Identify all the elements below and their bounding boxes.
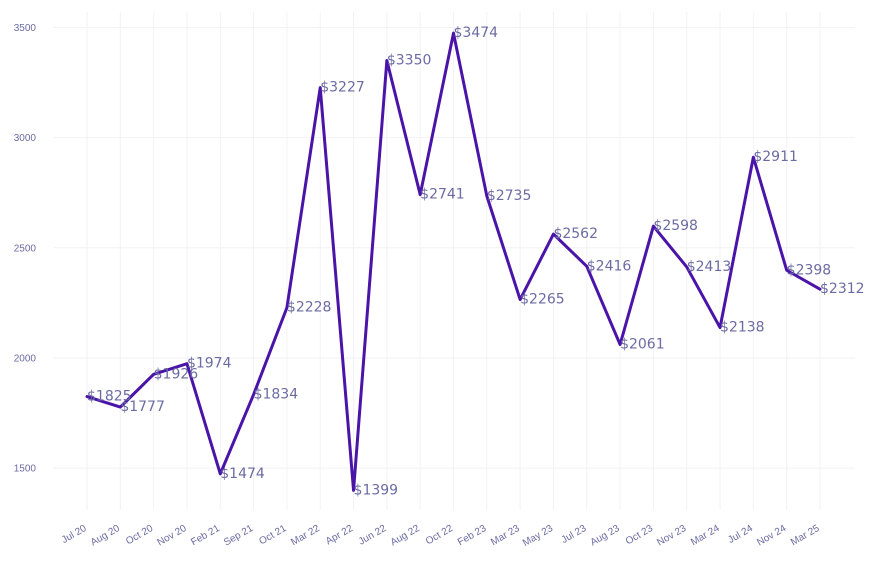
x-tick-label: Jul 24 — [726, 523, 755, 546]
data-label: $2312 — [820, 281, 865, 297]
x-tick-label: Feb 21 — [189, 523, 222, 548]
data-label: $1474 — [220, 466, 265, 482]
x-tick-label: Feb 23 — [456, 523, 489, 548]
data-label: $1825 — [87, 389, 132, 405]
data-label: $2413 — [687, 259, 732, 275]
x-tick-label: Oct 22 — [424, 523, 455, 547]
series-line — [85, 31, 822, 492]
x-tick-label: Aug 23 — [589, 523, 622, 549]
grid-layer — [53, 12, 855, 510]
x-tick-label: Nov 20 — [156, 523, 189, 549]
data-label: $2562 — [553, 226, 598, 242]
data-label: $2911 — [753, 149, 798, 165]
x-tick-label: Aug 22 — [389, 523, 422, 549]
y-tick-label: 1500 — [14, 464, 37, 475]
x-tick-label: Mar 22 — [289, 523, 322, 548]
x-axis-ticks: Jul 20 Aug 20 Oct 20 Nov 20 Feb 21 Sep 21 Oct … — [60, 523, 822, 549]
data-label: $3350 — [387, 52, 432, 68]
x-tick-label: Jul 20 — [60, 523, 89, 546]
data-labels: $1825$1777 $1926$1974 $1474 $1834 $2228 $3227… — [87, 25, 865, 498]
data-label: $2741 — [420, 187, 465, 203]
y-tick-label: 3000 — [14, 133, 37, 144]
x-tick-label: Oct 20 — [124, 523, 155, 547]
data-label: $1926 — [154, 366, 199, 382]
data-label: $2228 — [287, 300, 332, 316]
data-label: $1777 — [120, 399, 165, 415]
x-tick-label: Sep 21 — [222, 523, 255, 549]
x-tick-label: Nov 23 — [655, 523, 688, 549]
x-tick-label: Jun 22 — [357, 523, 389, 548]
y-tick-label: 3500 — [14, 23, 37, 34]
x-tick-label: Mar 23 — [489, 523, 522, 548]
x-tick-label: Oct 23 — [624, 523, 655, 547]
data-label: $1974 — [187, 356, 232, 372]
data-label: $3474 — [454, 25, 499, 41]
x-tick-label: Mar 24 — [689, 523, 722, 548]
x-tick-label: Nov 24 — [755, 523, 788, 549]
y-tick-label: 2500 — [14, 243, 37, 254]
data-label: $2061 — [620, 337, 665, 353]
x-tick-label: Oct 21 — [257, 523, 288, 547]
data-label: $2416 — [587, 258, 632, 274]
x-tick-label: May 23 — [521, 523, 555, 549]
x-tick-label: Jul 23 — [560, 523, 589, 546]
x-tick-label: Aug 20 — [89, 523, 122, 549]
data-label: $2598 — [653, 218, 698, 234]
data-label: $2265 — [520, 292, 565, 308]
x-tick-label: Apr 22 — [324, 523, 355, 547]
y-axis-ticks: 1500 2000 2500 3000 3500 — [14, 23, 37, 475]
data-label: $1399 — [354, 482, 399, 498]
series-lines — [85, 31, 822, 492]
x-tick-label: Mar 25 — [789, 523, 822, 548]
data-label: $2735 — [487, 188, 532, 204]
data-label: $3227 — [320, 80, 365, 96]
data-label: $2138 — [720, 320, 765, 336]
y-tick-label: 2000 — [14, 353, 37, 364]
data-label: $1834 — [254, 387, 299, 403]
data-label: $2398 — [787, 262, 832, 278]
